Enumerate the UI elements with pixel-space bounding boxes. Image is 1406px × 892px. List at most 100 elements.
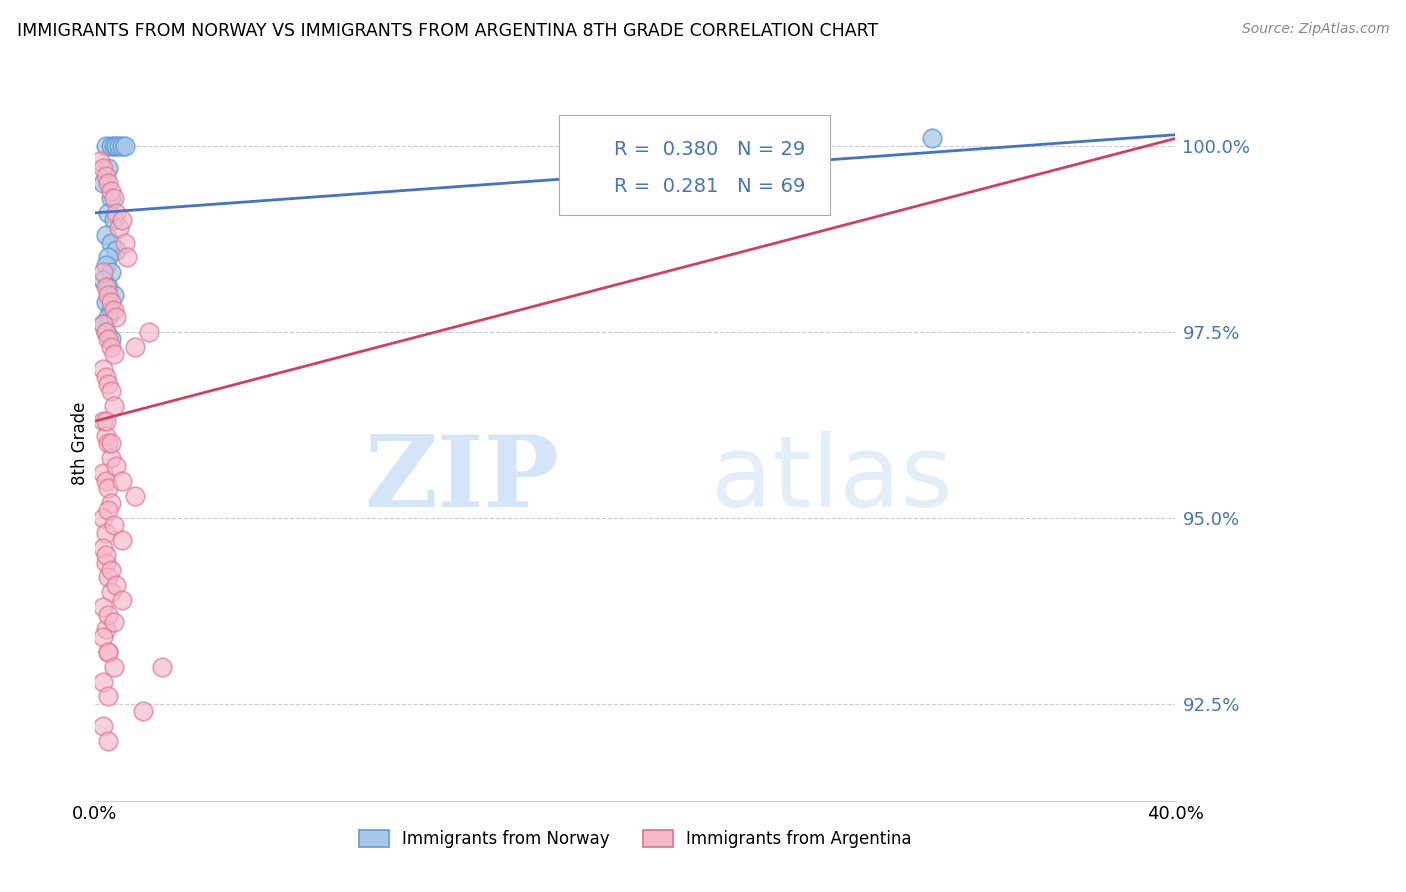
Point	[94, 139, 117, 153]
Point	[97, 645, 120, 659]
Point	[97, 690, 120, 704]
Point	[97, 376, 120, 391]
Text: atlas: atlas	[711, 431, 952, 528]
Point	[103, 213, 125, 227]
Point	[637, 139, 659, 153]
Point	[94, 525, 117, 540]
Point	[103, 302, 125, 317]
Point	[100, 563, 122, 577]
Point	[97, 734, 120, 748]
Y-axis label: 8th Grade: 8th Grade	[72, 401, 89, 485]
Point	[114, 235, 136, 250]
Point	[100, 436, 122, 450]
Legend: Immigrants from Norway, Immigrants from Argentina: Immigrants from Norway, Immigrants from …	[350, 822, 920, 856]
Point	[97, 280, 120, 294]
Point	[103, 287, 125, 301]
Point	[103, 347, 125, 361]
Text: IMMIGRANTS FROM NORWAY VS IMMIGRANTS FROM ARGENTINA 8TH GRADE CORRELATION CHART: IMMIGRANTS FROM NORWAY VS IMMIGRANTS FRO…	[17, 22, 879, 40]
Point	[91, 414, 114, 428]
Point	[94, 548, 117, 562]
Point	[91, 630, 114, 644]
Point	[150, 659, 173, 673]
Point	[94, 280, 117, 294]
Point	[100, 191, 122, 205]
Point	[105, 458, 128, 473]
Point	[111, 213, 134, 227]
Point	[103, 615, 125, 629]
Point	[94, 169, 117, 183]
Point	[124, 489, 146, 503]
Point	[105, 139, 128, 153]
Point	[97, 570, 120, 584]
Point	[100, 340, 122, 354]
Point	[100, 384, 122, 399]
Point	[91, 273, 114, 287]
Point	[94, 295, 117, 310]
Point	[91, 265, 114, 279]
Point	[100, 585, 122, 599]
Point	[97, 645, 120, 659]
Point	[97, 332, 120, 346]
Point	[94, 474, 117, 488]
Point	[115, 251, 138, 265]
Point	[103, 191, 125, 205]
Point	[97, 251, 120, 265]
Point	[91, 511, 114, 525]
Point	[94, 369, 117, 384]
Point	[91, 161, 114, 176]
Point	[97, 607, 120, 622]
Point	[100, 302, 122, 317]
Point	[111, 474, 134, 488]
Point	[91, 318, 114, 332]
Point	[105, 206, 128, 220]
Point	[97, 503, 120, 517]
Point	[103, 139, 125, 153]
Point	[105, 578, 128, 592]
Point	[100, 451, 122, 466]
Point	[91, 176, 114, 190]
Point	[114, 139, 136, 153]
Point	[100, 139, 122, 153]
Point	[100, 295, 122, 310]
Point	[111, 533, 134, 548]
Point	[94, 414, 117, 428]
Point	[91, 600, 114, 615]
Point	[91, 541, 114, 555]
Point	[89, 153, 111, 168]
Point	[124, 340, 146, 354]
Point	[91, 719, 114, 733]
Point	[97, 287, 120, 301]
Point	[111, 139, 134, 153]
Point	[138, 325, 160, 339]
Point	[97, 206, 120, 220]
Point	[91, 674, 114, 689]
Text: Source: ZipAtlas.com: Source: ZipAtlas.com	[1241, 22, 1389, 37]
Point	[91, 467, 114, 481]
Point	[111, 592, 134, 607]
Point	[97, 176, 120, 190]
Text: R =  0.281   N = 69: R = 0.281 N = 69	[613, 178, 804, 196]
Point	[94, 623, 117, 637]
Point	[105, 310, 128, 324]
Text: R =  0.380   N = 29: R = 0.380 N = 29	[613, 140, 804, 160]
Point	[103, 659, 125, 673]
Point	[94, 258, 117, 272]
Point	[103, 399, 125, 413]
Point	[97, 161, 120, 176]
Point	[97, 481, 120, 495]
Point	[100, 332, 122, 346]
Text: ZIP: ZIP	[364, 431, 560, 528]
Point	[100, 265, 122, 279]
Point	[91, 362, 114, 376]
Point	[97, 310, 120, 324]
Point	[100, 235, 122, 250]
Point	[91, 318, 114, 332]
Point	[94, 325, 117, 339]
Point	[94, 228, 117, 243]
Point	[94, 429, 117, 443]
Point	[100, 496, 122, 510]
Point	[97, 436, 120, 450]
Point	[108, 139, 131, 153]
Point	[105, 243, 128, 257]
Point	[108, 220, 131, 235]
